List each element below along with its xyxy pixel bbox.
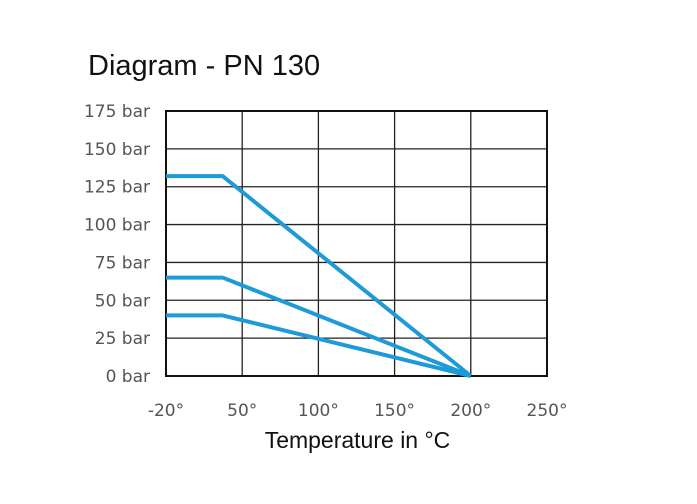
x-tick-label: 200° xyxy=(450,401,491,421)
series-line-3 xyxy=(166,313,472,378)
series-line-2 xyxy=(166,275,472,378)
y-tick-label: 50 bar xyxy=(95,291,150,311)
y-tick-label: 125 bar xyxy=(84,178,150,198)
y-tick-label: 150 bar xyxy=(84,140,150,160)
y-tick-label: 175 bar xyxy=(84,102,150,122)
chart-title: Diagram - PN 130 xyxy=(88,50,321,82)
y-tick-label: 100 bar xyxy=(84,216,150,236)
x-tick-label: 250° xyxy=(527,401,568,421)
y-tick-label: 25 bar xyxy=(95,329,150,349)
x-axis-label: Temperature in °C xyxy=(264,427,451,453)
x-tick-label: -20° xyxy=(148,401,184,421)
x-tick-label: 100° xyxy=(298,401,339,421)
x-tick-label: 150° xyxy=(374,401,415,421)
y-tick-label: 0 bar xyxy=(106,367,150,387)
plot-frame xyxy=(165,110,548,377)
series-line-1 xyxy=(166,174,473,378)
x-tick-label: 50° xyxy=(227,401,257,421)
y-tick-label: 75 bar xyxy=(95,253,150,273)
